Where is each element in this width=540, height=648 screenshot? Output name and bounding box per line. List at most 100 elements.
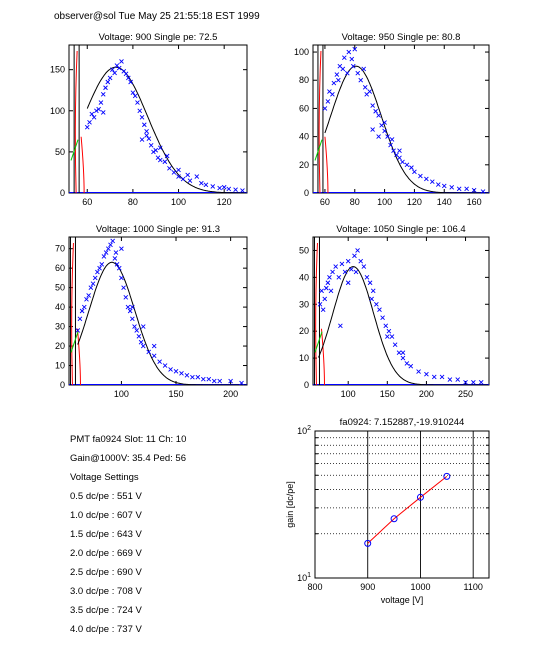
data-point — [151, 149, 156, 155]
voltage-setting: 3.5 dc/pe : 724 V — [70, 605, 142, 616]
pmt-info-panel: PMT fa0924 Slot: 11 Ch: 10 Gain@1000V: 3… — [70, 430, 186, 639]
data-point — [239, 380, 244, 386]
data-point — [362, 84, 368, 90]
x-tick-label: 120 — [217, 197, 232, 207]
y-tick-label: 60 — [299, 103, 309, 113]
data-point — [119, 275, 124, 281]
data-point — [377, 307, 382, 312]
data-point — [75, 328, 81, 333]
data-point — [317, 301, 323, 307]
data-point — [210, 184, 216, 189]
plot-title: Voltage: 1000 Single pe: 91.3 — [96, 224, 220, 235]
data-point — [125, 304, 131, 310]
data-point — [380, 315, 385, 321]
data-point — [84, 296, 89, 302]
y-tick-label: 50 — [299, 245, 309, 255]
data-point — [119, 59, 124, 64]
data-point — [416, 369, 421, 374]
data-point — [374, 301, 379, 307]
voltage-setting: 3.0 dc/pe : 708 V — [70, 586, 142, 597]
data-point — [435, 182, 441, 187]
data-point — [194, 174, 200, 179]
y-tick-label: 0 — [60, 380, 65, 390]
x-tick-label: 800 — [307, 582, 322, 592]
data-point — [404, 361, 410, 366]
histogram-panel-1: Voltage: 900 Single pe: 72.5 60 80 100 120 0 5… — [50, 32, 248, 207]
y-tick-label: 102 — [297, 425, 311, 436]
data-point — [355, 70, 361, 76]
data-point — [132, 324, 137, 329]
data-point — [140, 343, 146, 349]
x-tick-label: 250 — [458, 389, 473, 399]
data-point — [376, 134, 381, 139]
data-point — [119, 246, 124, 252]
data-point — [89, 111, 95, 117]
voltage-setting: 2.5 dc/pe : 690 V — [70, 567, 142, 578]
data-point — [138, 339, 144, 345]
data-point — [126, 75, 131, 81]
data-point — [173, 369, 179, 374]
data-point — [328, 288, 334, 294]
data-point — [132, 93, 138, 99]
y-tick-label: 30 — [55, 322, 65, 332]
voltage-setting: 1.5 dc/pe : 643 V — [70, 529, 142, 540]
data-point — [116, 65, 122, 71]
data-point — [105, 246, 111, 252]
data-point — [431, 374, 437, 380]
data-point — [385, 134, 390, 139]
data-point — [327, 275, 332, 280]
data-point — [146, 349, 152, 355]
plot-frame — [68, 44, 248, 194]
data-point — [424, 371, 429, 377]
data-point — [361, 66, 367, 72]
y-tick-label: 0 — [304, 188, 309, 198]
data-point — [226, 186, 232, 192]
data-point — [206, 376, 212, 382]
x-tick-label: 80 — [350, 197, 360, 207]
data-point — [87, 119, 92, 125]
data-point — [370, 127, 375, 132]
data-point — [430, 179, 435, 185]
data-point — [456, 186, 462, 192]
data-point — [228, 378, 233, 384]
data-point — [211, 378, 217, 384]
data-point — [412, 169, 417, 175]
y-tick-label: 20 — [299, 326, 309, 336]
plot-frame — [314, 430, 490, 579]
data-point — [203, 182, 209, 188]
data-point — [92, 275, 98, 281]
data-point — [325, 99, 331, 104]
gain-point — [416, 493, 424, 501]
data-point — [355, 248, 360, 253]
gain-point — [364, 539, 372, 547]
data-point — [358, 77, 364, 83]
data-point — [449, 185, 455, 190]
data-point — [358, 258, 364, 264]
data-point — [330, 92, 335, 97]
y-tick-label: 70 — [55, 244, 65, 254]
data-point — [376, 113, 381, 118]
gain-point — [390, 515, 398, 523]
onset-line — [70, 331, 79, 353]
data-point — [447, 377, 453, 382]
data-point — [77, 316, 83, 322]
y-tick-label: 40 — [55, 302, 65, 312]
data-point — [101, 254, 107, 259]
data-point — [396, 350, 402, 356]
data-point — [240, 188, 245, 193]
y-tick-label: 50 — [55, 147, 65, 157]
gain-fit-line — [367, 476, 448, 544]
y-tick-label: 100 — [294, 47, 309, 57]
data-point — [397, 155, 402, 161]
data-point — [86, 293, 91, 298]
plot-title: fa0924: 7.152887,-19.910244 — [340, 417, 465, 428]
data-point — [130, 316, 135, 322]
data-point — [110, 67, 115, 72]
data-point — [331, 80, 337, 86]
data-point — [171, 170, 177, 175]
data-point — [94, 108, 99, 114]
x-tick-label: 100 — [341, 389, 356, 399]
data-point — [141, 122, 147, 128]
gaussian-fit-curve — [86, 66, 247, 194]
